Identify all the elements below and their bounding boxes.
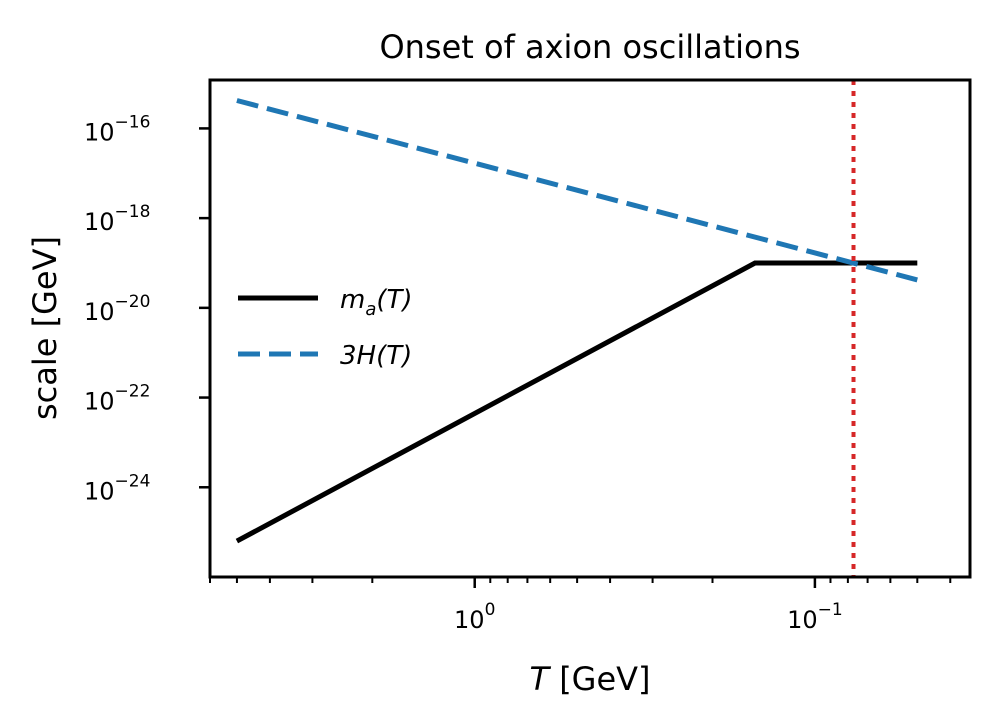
- y-axis-label: scale [GeV]: [26, 236, 64, 420]
- legend-3h-main: 3H: [340, 341, 376, 371]
- chart-title: Onset of axion oscillations: [379, 28, 800, 66]
- legend-ma-tail: (T): [376, 285, 412, 315]
- plot-frame: [208, 78, 972, 579]
- x-tick-label: 10−1: [787, 600, 843, 634]
- plot-area: [235, 80, 918, 577]
- x-axis-label-unit: [GeV]: [549, 660, 651, 698]
- legend-label-ma: ma(T): [340, 285, 413, 320]
- y-tick-label: 10−24: [84, 471, 150, 505]
- y-tick-label: 10−18: [84, 202, 150, 236]
- x-axis-label: T [GeV]: [529, 660, 650, 698]
- legend: ma(T) 3H(T): [238, 285, 413, 371]
- y-axis-ticks: 10−16 10−18 10−20 10−22 10−24: [84, 112, 210, 505]
- y-tick-label: 10−22: [84, 382, 150, 416]
- series-line-0: [235, 260, 918, 544]
- legend-ma-sub: a: [365, 299, 376, 320]
- legend-ma-main: m: [340, 285, 365, 315]
- y-tick-label: 10−16: [84, 112, 150, 146]
- series-line-1: [236, 98, 918, 283]
- legend-label-3h: 3H(T): [340, 341, 412, 371]
- x-axis-label-var: T: [529, 660, 551, 698]
- x-tick-label: 100: [454, 600, 495, 634]
- legend-3h-tail: (T): [376, 341, 412, 371]
- y-tick-label: 10−20: [84, 292, 150, 326]
